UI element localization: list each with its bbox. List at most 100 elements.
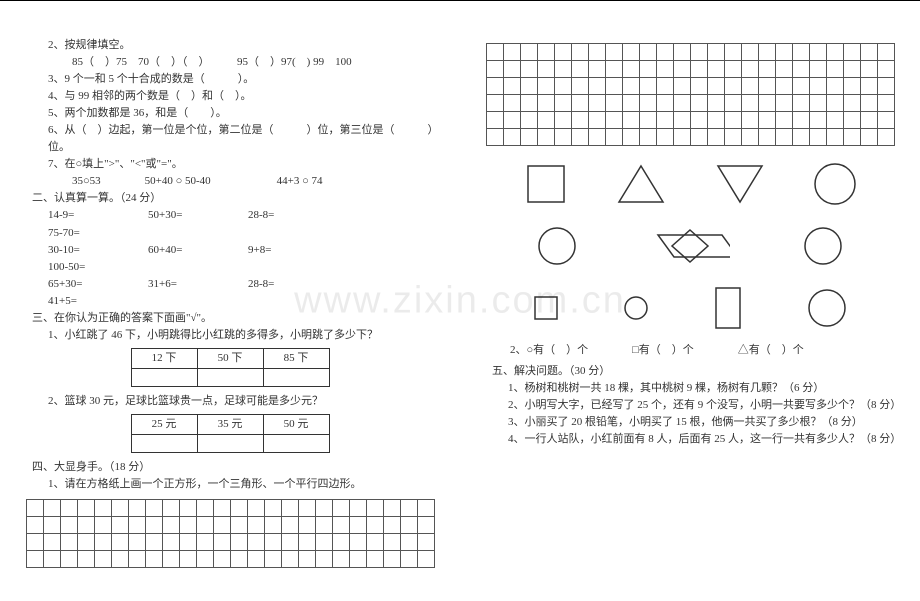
grid-cell [758,95,775,112]
grid-cell [94,500,111,517]
grid-cell [537,44,554,61]
grid-cell [111,551,128,568]
grid-cell [537,78,554,95]
s5q3-text: 3、小丽买了 20 根铅笔，小明买了 15 根，他俩一共买了多少根？（8 分） [480,414,900,431]
drawing-grid [26,499,435,568]
grid-cell [77,517,94,534]
grid-cell [809,61,826,78]
grid-cell [94,534,111,551]
grid-cell [588,61,605,78]
grid-cell [775,112,792,129]
grid-cell [196,534,213,551]
grid-cell [349,517,366,534]
grid-cell [332,500,349,517]
grid-cell [877,129,894,146]
grid-cell [809,95,826,112]
small-square-icon [531,293,561,323]
grid-cell [94,551,111,568]
grid-cell [877,44,894,61]
grid-cell [554,61,571,78]
grid-cell [741,129,758,146]
grid-cell [315,500,332,517]
grid-cell [247,534,264,551]
grid-cell [366,517,383,534]
grid-cell [605,78,622,95]
grid-cell [332,534,349,551]
grid-cell [503,95,520,112]
calc-cell: 50+30= [148,207,248,224]
calc-cell: 65+30= [48,276,148,293]
grid-cell [77,534,94,551]
grid-cell [758,112,775,129]
shape-count-question: 2、○有（ ）个 □有（ ）个 △有（ ）个 [480,342,900,359]
grid-cell [315,517,332,534]
grid-cell [162,517,179,534]
grid-cell [179,500,196,517]
grid-cell [673,78,690,95]
grid-cell [486,129,503,146]
grid-cell [639,61,656,78]
grid-cell [639,44,656,61]
s5q1-text: 1、杨树和桃树一共 18 棵，其中桃树 9 棵，杨树有几颗？（6 分） [480,380,900,397]
q5-text: 5、两个加数都是 36，和是（ ）。 [20,105,440,122]
grid-cell [94,517,111,534]
grid-cell [792,95,809,112]
grid-cell [43,517,60,534]
grid-cell [605,44,622,61]
grid-cell [741,112,758,129]
grid-cell [690,112,707,129]
q2-text: 2、按规律填空。 [20,37,440,54]
s4q1-text: 1、请在方格纸上画一个正方形，一个三角形、一个平行四边形。 [20,476,440,493]
grid-cell [537,61,554,78]
square-icon [522,160,570,208]
grid-cell [792,129,809,146]
grid-cell [349,551,366,568]
grid-cell [673,112,690,129]
grid-cell [503,112,520,129]
grid-cell [639,78,656,95]
grid-cell [383,534,400,551]
grid-cell [400,517,417,534]
grid-cell [111,500,128,517]
grid-cell [792,112,809,129]
grid-cell [247,551,264,568]
grid-cell [537,112,554,129]
grid-cell [366,534,383,551]
grid-cell [230,551,247,568]
grid-cell [60,517,77,534]
grid-cell [775,95,792,112]
grid-cell [145,500,162,517]
grid-cell [792,44,809,61]
grid-cell [809,112,826,129]
s3-table-2: 25 元35 元50 元 [131,414,330,453]
grid-cell [400,500,417,517]
grid-cell [128,500,145,517]
grid-cell [400,534,417,551]
grid-cell [554,44,571,61]
grid-cell [860,129,877,146]
grid-cell [179,534,196,551]
grid-cell [366,500,383,517]
s3q2-text: 2、篮球 30 元，足球比篮球贵一点，足球可能是多少元？ [20,393,440,410]
grid-cell [537,95,554,112]
grid-cell [724,112,741,129]
table-cell [197,434,263,452]
grid-cell [673,95,690,112]
grid-cell [622,78,639,95]
grid-cell [179,517,196,534]
grid-cell [417,500,434,517]
grid-cell [724,44,741,61]
grid-cell [383,500,400,517]
grid-cell [724,95,741,112]
q2a-text: 85（ ）75 70（ ）（ ） 95（ ）97( ) 99 100 [20,54,440,71]
table-cell [197,368,263,386]
grid-cell [554,78,571,95]
grid-cell [503,129,520,146]
grid-cell [792,61,809,78]
grid-cell [520,112,537,129]
calc-cell: 41+5= [48,293,148,310]
grid-cell [860,44,877,61]
grid-cell [809,44,826,61]
grid-cell [860,61,877,78]
grid-cell [554,129,571,146]
